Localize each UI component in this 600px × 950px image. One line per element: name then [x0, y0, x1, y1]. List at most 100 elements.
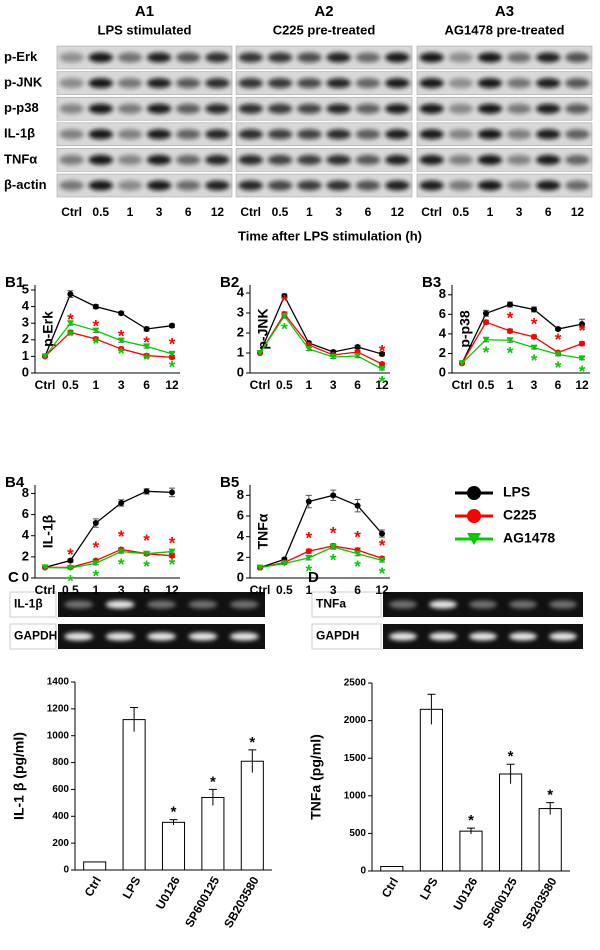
blot-band [176, 129, 201, 140]
marker [379, 361, 385, 367]
x-tick-label: LPS [417, 875, 441, 902]
blot-band [419, 154, 444, 165]
panel-title: C225 pre-treated [273, 22, 376, 37]
significance: * [210, 773, 216, 790]
significance: * [92, 316, 99, 335]
marker [256, 350, 264, 356]
series-line [461, 303, 583, 364]
blot-band [355, 78, 381, 89]
x-tick-label: Ctrl [82, 874, 104, 899]
significance: * [305, 529, 312, 548]
blot-strip [235, 45, 413, 70]
panel-label: B3 [422, 274, 441, 291]
y-tick-label: 0 [63, 865, 69, 876]
marker [169, 552, 175, 559]
blot-strip [56, 45, 233, 70]
significance: * [169, 335, 176, 354]
x-tick-label: Ctrl [250, 378, 271, 392]
blot-band [88, 103, 113, 114]
blot-band [355, 52, 381, 63]
blot-band [477, 78, 503, 89]
bar [380, 865, 404, 872]
blot-band [59, 180, 84, 191]
marker [66, 320, 74, 327]
gel-band [549, 600, 577, 609]
lane-label: 12 [211, 205, 225, 219]
gel-row-label: GAPDH [316, 629, 359, 643]
x-tick-label: 3 [531, 378, 538, 392]
blot-band [477, 52, 503, 63]
marker [143, 343, 151, 350]
marker [118, 310, 125, 317]
y-tick-label: 0 [439, 364, 446, 379]
legend-marker [467, 533, 481, 545]
marker [579, 340, 585, 347]
marker [531, 333, 537, 340]
blot-band [565, 180, 590, 191]
blot-band [326, 129, 351, 140]
marker [118, 499, 125, 506]
legend-label: C225 [503, 507, 537, 523]
error-bar [169, 819, 178, 826]
significance: * [354, 528, 361, 547]
series-line [259, 545, 383, 569]
error-bar [506, 763, 515, 784]
significance: * [354, 557, 361, 576]
series-line [259, 312, 383, 365]
series-line [259, 314, 383, 370]
blot-band [506, 78, 532, 89]
marker [67, 291, 74, 298]
marker [92, 560, 100, 567]
blot-band [238, 154, 263, 165]
marker [530, 344, 538, 351]
y-tick-label: 2 [439, 345, 446, 360]
x-tick-label: 0.5 [276, 378, 293, 392]
blot-band [419, 52, 444, 63]
marker [354, 353, 362, 359]
gel-band [188, 600, 218, 609]
x-tick-label: 1 [507, 378, 514, 392]
blot-band [536, 78, 561, 89]
y-tick-label: 4 [439, 325, 447, 340]
marker [143, 326, 150, 332]
blot-band [59, 129, 84, 140]
y-tick-label: 8 [439, 286, 446, 301]
row-label: IL-1β [4, 126, 35, 141]
blot-band [59, 52, 84, 63]
panel-title: AG1478 pre-treated [445, 22, 565, 37]
y-tick-label: 1 [237, 344, 244, 359]
gel-row-label: GAPDH [14, 629, 57, 643]
marker [329, 544, 337, 550]
gel-band [105, 600, 135, 609]
lane-label: 12 [391, 205, 405, 219]
y-tick-label: 2 [22, 331, 29, 346]
y-tick-label: 3 [22, 315, 29, 330]
marker [555, 326, 561, 332]
y-tick-label: 4 [22, 298, 30, 313]
y-axis-label: p-p38 [457, 310, 473, 348]
significance: * [531, 314, 538, 333]
significance: * [379, 564, 386, 583]
panel-label: A2 [314, 3, 333, 20]
error-bar [130, 707, 139, 732]
blot-band [506, 129, 532, 140]
x-tick-label: 3 [330, 583, 337, 597]
y-tick-label: 3 [237, 304, 244, 319]
blot-band [326, 180, 351, 191]
legend-marker [467, 486, 481, 500]
series-line [259, 546, 383, 569]
marker [168, 548, 176, 555]
bar [459, 830, 483, 872]
significance: * [507, 308, 514, 327]
x-tick-label: U0126 [451, 875, 481, 913]
blot-band [385, 78, 410, 89]
y-tick-label: 6 [237, 507, 244, 522]
blot-band [238, 129, 263, 140]
significance: * [143, 350, 150, 369]
significance: * [67, 327, 74, 346]
y-tick-label: 4 [237, 528, 245, 543]
blot-band [176, 103, 201, 114]
blot-band [536, 154, 561, 165]
marker [354, 344, 361, 350]
